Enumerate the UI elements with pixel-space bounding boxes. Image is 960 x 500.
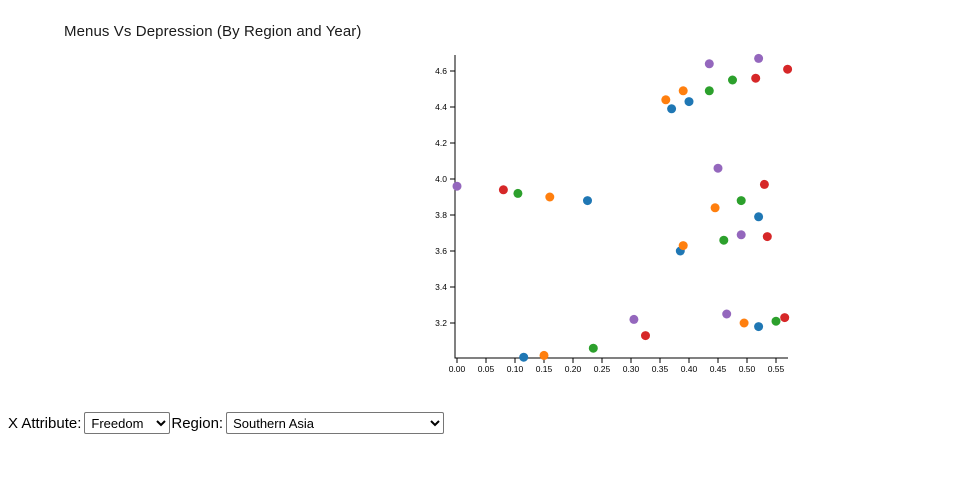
data-point-green: [736, 196, 746, 206]
data-point-purple: [629, 314, 639, 324]
data-point-blue: [519, 352, 529, 362]
x-attribute-label: X Attribute:: [8, 414, 82, 432]
controls-bar: X Attribute: Freedom Region: Southern As…: [8, 412, 445, 434]
data-point-blue: [583, 196, 592, 206]
data-point-green: [588, 343, 598, 353]
data-point-orange: [678, 86, 688, 96]
region-label: Region:: [171, 414, 224, 432]
data-point-blue: [667, 104, 677, 114]
region-select[interactable]: Southern Asia: [226, 412, 445, 434]
axis-line: [454, 55, 788, 359]
data-point-red: [641, 331, 650, 341]
data-point-purple: [722, 309, 732, 319]
y-tick-label: 3.2: [435, 318, 447, 328]
data-point-red: [762, 232, 772, 242]
x-attribute-select[interactable]: Freedom: [84, 412, 171, 434]
x-tick-label: 0.50: [739, 364, 756, 374]
y-tick-label: 3.6: [435, 246, 447, 256]
x-tick-label: 0.10: [507, 364, 524, 374]
data-point-red: [498, 185, 508, 195]
data-point-blue: [684, 97, 694, 107]
data-point-red: [780, 313, 790, 323]
data-point-green: [771, 316, 781, 326]
x-tick-label: 0.45: [710, 364, 727, 374]
x-tick-label: 0.15: [536, 364, 553, 374]
data-point-green: [719, 235, 729, 245]
data-point-purple: [452, 181, 462, 191]
data-point-orange: [661, 95, 671, 105]
data-point-red: [751, 73, 761, 83]
data-point-red: [783, 64, 793, 74]
data-point-green: [704, 86, 714, 96]
x-tick-label: 0.00: [449, 364, 466, 374]
y-tick-label: 4.0: [435, 174, 447, 184]
y-tick-label: 4.6: [435, 66, 447, 76]
scatter-plot: 3.2 3.4 3.6 3.8 4.0 4.2 4.4 4.6 0.00 0.05 0.10 0.15…: [435, 53, 793, 374]
data-point-orange: [678, 241, 688, 251]
data-point-orange: [539, 350, 549, 360]
data-point-purple: [736, 230, 746, 240]
x-tick-label: 0.25: [594, 364, 611, 374]
x-tick-label: 0.55: [768, 364, 785, 374]
data-point-purple: [754, 53, 764, 63]
y-tick-label: 4.2: [435, 138, 447, 148]
y-tick-label: 3.8: [435, 210, 447, 220]
data-point-orange: [710, 203, 720, 213]
data-point-blue: [754, 212, 764, 222]
x-tick-label: 0.05: [478, 364, 495, 374]
y-tick-label: 3.4: [435, 282, 447, 292]
x-tick-label: 0.35: [652, 364, 669, 374]
data-point-green: [728, 75, 737, 85]
x-tick-label: 0.30: [623, 364, 640, 374]
data-point-red: [759, 179, 769, 189]
x-tick-label: 0.40: [681, 364, 698, 374]
data-point-orange: [545, 192, 555, 202]
data-point-blue: [754, 322, 764, 332]
data-point-purple: [704, 59, 714, 69]
x-tick-label: 0.20: [565, 364, 582, 374]
data-point-purple: [713, 163, 723, 173]
data-point-green: [513, 188, 523, 198]
page-title: Menus Vs Depression (By Region and Year): [64, 23, 362, 40]
data-point-orange: [739, 318, 749, 328]
y-tick-label: 4.4: [435, 102, 447, 112]
